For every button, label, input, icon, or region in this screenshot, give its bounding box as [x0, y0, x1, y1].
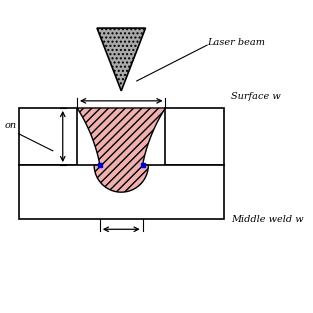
- Polygon shape: [97, 28, 146, 91]
- Bar: [141, 163, 145, 167]
- Polygon shape: [77, 108, 166, 192]
- Text: on: on: [4, 121, 16, 130]
- Bar: [18, 108, 77, 165]
- Bar: [166, 108, 224, 165]
- Text: Middle weld w: Middle weld w: [231, 215, 304, 224]
- Bar: [98, 163, 102, 167]
- Text: Laser beam: Laser beam: [207, 38, 265, 47]
- Text: Surface w: Surface w: [231, 92, 281, 101]
- Bar: [18, 165, 224, 219]
